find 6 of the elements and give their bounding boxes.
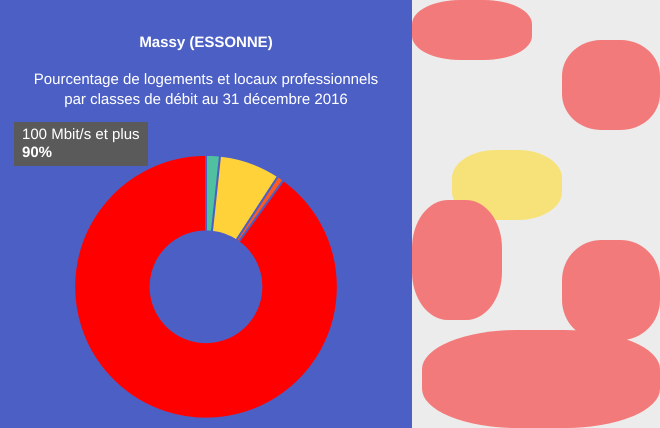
donut-slice — [73, 154, 339, 420]
donut-slice — [210, 154, 280, 242]
chart-subtitle: Pourcentage de logements et locaux professionnels par classes de débit au 31 décembre 2016 — [32, 70, 380, 110]
chart-title: Massy (ESSONNE) — [138, 34, 274, 51]
slice-label: 100 Mbit/s et plus — [22, 126, 140, 143]
data-label: 90% — [22, 144, 52, 161]
